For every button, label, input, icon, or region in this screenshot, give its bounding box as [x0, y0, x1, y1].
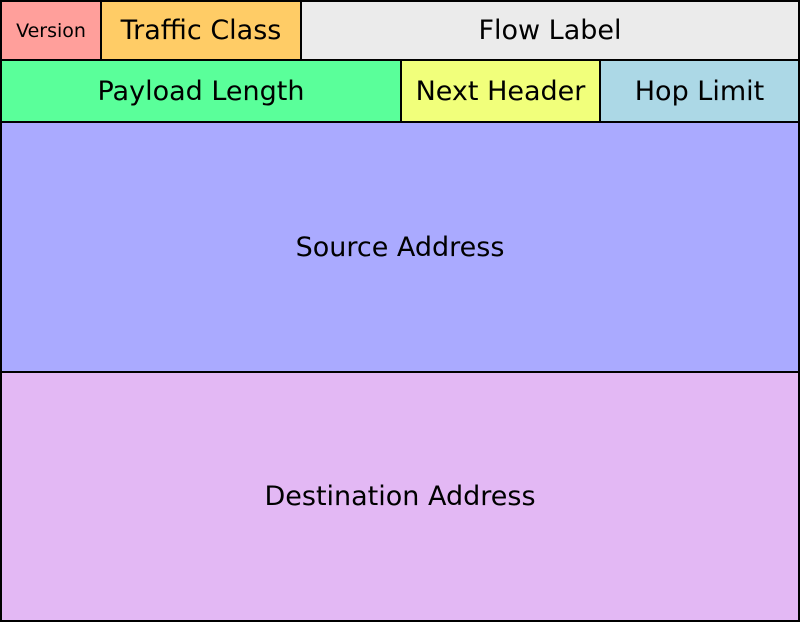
flow-label-field: Flow Label — [300, 0, 800, 61]
source-address-field: Source Address — [0, 121, 800, 373]
hop-limit-field: Hop Limit — [599, 59, 800, 123]
payload-length-field: Payload Length — [0, 59, 402, 123]
version-field: Version — [0, 0, 102, 61]
destination-address-field: Destination Address — [0, 371, 800, 622]
traffic-class-field: Traffic Class — [100, 0, 302, 61]
next-header-field: Next Header — [400, 59, 601, 123]
